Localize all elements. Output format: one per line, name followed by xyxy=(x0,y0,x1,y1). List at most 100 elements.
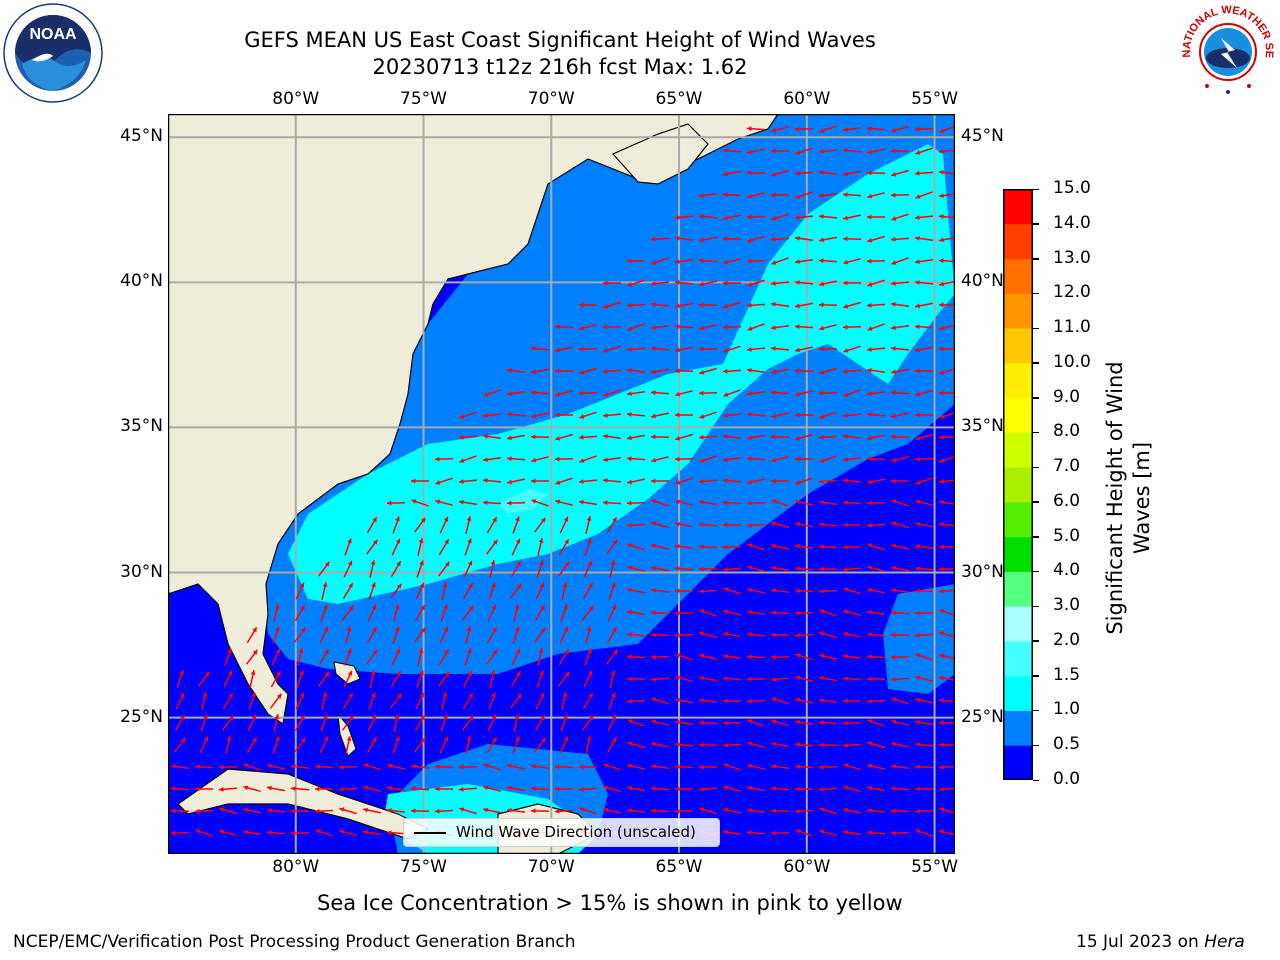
wave-arrowhead xyxy=(395,538,401,544)
wave-arrowhead xyxy=(651,434,656,440)
wave-arrowhead xyxy=(675,303,680,309)
colorbar-tick-mark xyxy=(1033,431,1039,434)
wave-arrowhead xyxy=(819,458,825,463)
wave-arrowhead xyxy=(843,522,848,528)
wave-arrowhead xyxy=(419,582,425,588)
wave-arrowhead xyxy=(346,626,352,631)
wave-arrowhead xyxy=(395,736,400,742)
wave-arrowhead xyxy=(819,698,824,703)
wave-arrowhead xyxy=(891,434,896,440)
wave-arrowhead xyxy=(531,457,537,463)
legend-line-icon xyxy=(414,832,446,834)
wave-arrowhead xyxy=(363,807,368,813)
branch-credit: NCEP/EMC/Verification Post Processing Pr… xyxy=(13,932,576,952)
wave-arrowhead xyxy=(843,720,848,726)
wave-arrowhead xyxy=(419,670,424,676)
colorbar-segment xyxy=(1003,328,1033,364)
wave-arrowhead xyxy=(579,764,584,770)
wave-arrowhead xyxy=(699,720,704,726)
wave-arrowhead xyxy=(891,808,896,814)
wave-arrowhead xyxy=(891,677,896,682)
wave-arrowhead xyxy=(723,829,728,835)
wave-arrowhead xyxy=(699,214,704,219)
wave-arrowhead xyxy=(891,830,896,836)
colorbar-tick-mark xyxy=(1033,466,1039,469)
wave-arrowhead xyxy=(747,435,752,441)
wave-arrowhead xyxy=(298,648,304,653)
wave-arrowhead xyxy=(179,692,185,698)
wave-arrowhead xyxy=(540,605,545,611)
colorbar-segment xyxy=(1003,675,1033,711)
wave-arrowhead xyxy=(915,259,920,264)
wave-arrowhead xyxy=(627,565,633,571)
wave-arrowhead xyxy=(747,412,752,417)
wave-arrowhead xyxy=(723,478,728,483)
wave-arrowhead xyxy=(699,609,705,614)
wave-arrowhead xyxy=(771,565,776,571)
wave-arrowhead xyxy=(515,648,521,654)
wave-arrowhead xyxy=(867,830,872,836)
wave-arrowhead xyxy=(939,764,944,770)
wave-arrowhead xyxy=(348,693,353,699)
wave-arrowhead xyxy=(723,148,728,153)
wave-arrowhead xyxy=(891,697,897,702)
wave-arrowhead xyxy=(867,479,872,485)
wave-arrowhead xyxy=(819,214,824,219)
wave-arrowhead xyxy=(651,346,656,351)
wave-arrowhead xyxy=(444,539,449,545)
lon-label-top: 60°W xyxy=(783,89,831,109)
wave-arrowhead xyxy=(202,692,208,697)
wave-arrowhead xyxy=(563,626,569,632)
wave-arrowhead xyxy=(843,544,848,550)
wave-arrowhead xyxy=(939,653,944,659)
wave-arrowhead xyxy=(747,500,752,506)
wave-arrowhead xyxy=(747,368,752,373)
wave-arrowhead xyxy=(675,324,680,330)
wave-arrowhead xyxy=(555,808,560,814)
wave-arrowhead xyxy=(586,516,592,521)
wave-arrowhead xyxy=(819,653,824,659)
wave-arrowhead xyxy=(771,741,776,747)
colorbar-tick-mark xyxy=(1033,605,1039,608)
wave-arrowhead xyxy=(579,302,584,308)
wave-arrowhead xyxy=(252,737,257,743)
wave-arrowhead xyxy=(939,675,944,681)
wave-arrowhead xyxy=(483,500,488,506)
wave-arrowhead xyxy=(195,829,201,834)
wave-arrowhead xyxy=(516,561,521,567)
wave-arrowhead xyxy=(723,259,729,265)
wave-arrowhead xyxy=(939,742,944,748)
wave-arrowhead xyxy=(563,516,569,522)
wave-arrowhead xyxy=(939,390,944,396)
wave-arrowhead xyxy=(627,500,632,506)
wave-arrowhead xyxy=(195,808,200,814)
wave-arrowhead xyxy=(819,434,824,440)
wave-arrowhead xyxy=(291,764,296,769)
wave-arrowhead xyxy=(538,648,544,653)
wave-arrowhead xyxy=(843,785,849,791)
wave-arrowhead xyxy=(372,649,378,655)
wave-arrowhead xyxy=(435,480,441,485)
wave-arrowhead xyxy=(867,543,873,548)
wave-arrowhead xyxy=(843,348,849,353)
wave-arrowhead xyxy=(562,582,568,587)
wave-arrowhead xyxy=(843,413,848,418)
wave-arrowhead xyxy=(867,238,873,243)
wave-arrowhead xyxy=(651,764,656,769)
wave-arrowhead xyxy=(675,215,680,220)
wave-arrowhead xyxy=(819,631,825,636)
colorbar-tick-label: 3.0 xyxy=(1053,595,1081,616)
wave-arrowhead xyxy=(418,648,424,653)
wave-arrowhead xyxy=(819,170,824,175)
wave-arrowhead xyxy=(723,324,728,330)
wave-arrowhead xyxy=(699,499,704,505)
wave-arrowhead xyxy=(795,170,800,176)
wave-arrowhead xyxy=(699,588,704,594)
wave-arrowhead xyxy=(251,714,257,720)
wave-arrowhead xyxy=(483,785,489,791)
wave-arrowhead xyxy=(603,348,609,353)
wave-arrowhead xyxy=(915,566,920,571)
wave-arrowhead xyxy=(507,785,512,791)
wave-arrowhead xyxy=(843,631,848,637)
wave-arrowhead xyxy=(939,787,944,792)
